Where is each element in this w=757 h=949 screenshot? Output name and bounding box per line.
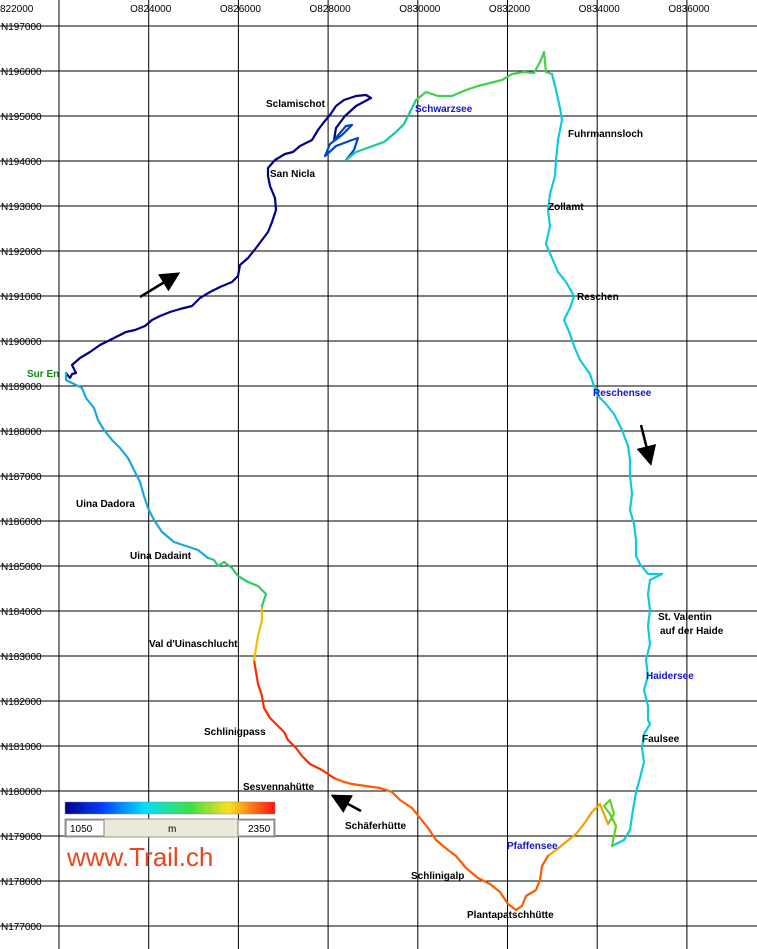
- brand-watermark: www.Trail.ch: [66, 842, 213, 872]
- track-segment-valley: [206, 556, 268, 608]
- y-axis-tick-label: N192000: [1, 247, 42, 258]
- place-label-faulsee: Faulsee: [642, 734, 680, 745]
- elevation-legend: 1050 m 2350: [64, 801, 276, 838]
- y-axis-tick-label: N179000: [1, 832, 42, 843]
- y-axis-tick-label: N188000: [1, 427, 42, 438]
- y-axis-tick-label: N182000: [1, 697, 42, 708]
- y-axis-tick-label: N191000: [1, 292, 42, 303]
- x-axis-tick-label: O832000: [489, 4, 531, 15]
- y-axis-tick-label: N180000: [1, 787, 42, 798]
- legend-color-bar: [64, 801, 276, 815]
- y-axis-tick-label: N196000: [1, 67, 42, 78]
- place-label-sclamischot: Sclamischot: [266, 99, 326, 110]
- track-segment-pfaffen: [602, 798, 618, 848]
- place-label-pfaffensee: Pfaffensee: [507, 841, 558, 852]
- y-axis-tick-label: N181000: [1, 742, 42, 753]
- y-axis-tick-label: N186000: [1, 517, 42, 528]
- place-label-haidersee: Haidersee: [646, 671, 694, 682]
- track-segment-east: [544, 72, 664, 848]
- x-axis-tick-label: O826000: [220, 4, 262, 15]
- y-axis-tick-label: N194000: [1, 157, 42, 168]
- y-axis-tick-label: N189000: [1, 382, 42, 393]
- y-axis-tick-label: N187000: [1, 472, 42, 483]
- place-label-san-nicla: San Nicla: [270, 169, 315, 180]
- x-axis-tick-label: O830000: [399, 4, 441, 15]
- place-label-sesvennahuette: Sesvennahütte: [243, 782, 315, 793]
- track-segment-low: [332, 776, 550, 912]
- place-label-plantapatschhuette: Plantapatschhütte: [467, 910, 554, 921]
- arrow-icon-nw: [330, 794, 362, 813]
- y-axis-tick-label: N190000: [1, 337, 42, 348]
- place-label-reschensee: Reschensee: [593, 388, 652, 399]
- place-label-schwarzsee: Schwarzsee: [415, 104, 473, 115]
- route-track: [64, 50, 664, 912]
- y-axis-tick-label: N178000: [1, 877, 42, 888]
- x-axis-tick-label: O836000: [668, 4, 710, 15]
- place-label-schlinigpass: Schlinigpass: [204, 727, 266, 738]
- legend-unit: m: [168, 824, 176, 835]
- place-label-auf-der-haide: auf der Haide: [660, 626, 724, 637]
- place-label-schaeferhuette: Schäferhütte: [345, 821, 407, 832]
- arrow-icon-ne: [139, 272, 181, 299]
- track-segment-gorge: [252, 604, 264, 662]
- place-label-schlinigalp: Schlinigalp: [411, 871, 464, 882]
- y-axis-tick-label: N184000: [1, 607, 42, 618]
- place-label-uina-dadaint: Uina Dadaint: [130, 551, 192, 562]
- track-segment-loop: [323, 123, 360, 162]
- y-axis-tick-label: N177000: [1, 922, 42, 933]
- y-axis-tick-label: N193000: [1, 202, 42, 213]
- track-segment-high: [414, 50, 554, 102]
- legend-min-value: 1050: [70, 824, 93, 835]
- track-segment-start: [64, 93, 373, 380]
- place-label-sur-en: Sur En: [27, 369, 59, 380]
- y-axis-tick-label: N197000: [1, 22, 42, 33]
- y-axis-tick-label: N183000: [1, 652, 42, 663]
- x-axis-tick-label: 822000: [0, 4, 34, 15]
- place-labels: Sclamischot Schwarzsee Fuhrmannsloch San…: [27, 99, 724, 921]
- x-axis-labels: 822000 O824000 O826000 O828000 O830000 O83200…: [0, 4, 710, 15]
- place-label-reschen: Reschen: [577, 292, 619, 303]
- arrow-icon-s: [636, 424, 657, 466]
- place-label-zollamt: Zollamt: [548, 202, 584, 213]
- x-axis-tick-label: O834000: [579, 4, 621, 15]
- track-segment-uina: [64, 371, 210, 560]
- x-axis-tick-label: O824000: [130, 4, 172, 15]
- place-label-uina-dadora: Uina Dadora: [76, 499, 135, 510]
- track-segment-descent: [546, 802, 610, 858]
- legend-panel: [64, 818, 276, 838]
- legend-max-value: 2350: [248, 824, 271, 835]
- x-axis-tick-label: O828000: [310, 4, 352, 15]
- direction-arrows: [139, 272, 657, 813]
- y-axis-labels: N197000 N196000 N195000 N194000 N193000 N1920…: [1, 22, 42, 933]
- place-label-fuhrmannsloch: Fuhrmannsloch: [568, 129, 643, 140]
- place-label-st-valentin: St. Valentin: [658, 612, 712, 623]
- track-segment-climb: [344, 98, 418, 162]
- y-axis-tick-label: N195000: [1, 112, 42, 123]
- place-label-val-duinaschlucht: Val d'Uinaschlucht: [149, 639, 238, 650]
- track-segment-pass: [252, 658, 336, 780]
- y-axis-tick-label: N185000: [1, 562, 42, 573]
